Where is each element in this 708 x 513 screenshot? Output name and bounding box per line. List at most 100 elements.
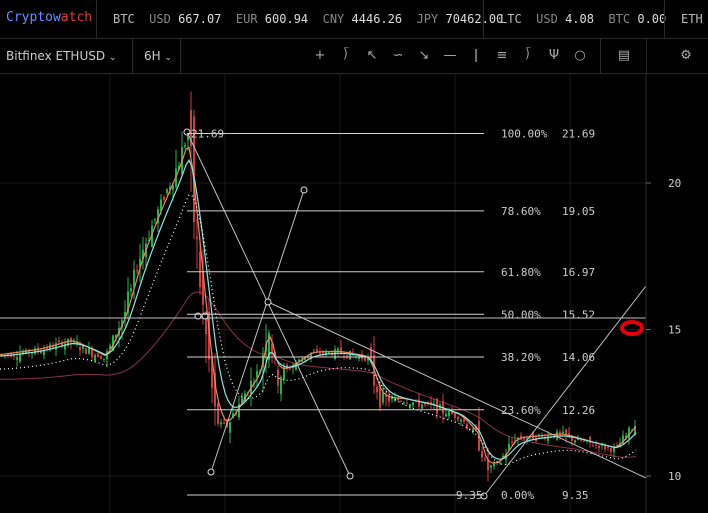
candle-body — [607, 447, 609, 449]
circle-tool-icon[interactable]: ○ — [574, 48, 586, 63]
candle-body — [91, 347, 93, 358]
candle-body — [370, 347, 372, 361]
candle-body — [25, 349, 27, 354]
candle-body — [82, 345, 84, 349]
chart-toolbar: Bitfinex ETHUSD ⌄ 6H ⌄ + ⟌ ↖ ∽ ↘ — ǀ ≡ ⟌… — [0, 39, 708, 74]
candle-body — [397, 398, 399, 401]
fan-tool-icon[interactable]: ⟌ — [525, 48, 531, 63]
candle-body — [472, 428, 474, 432]
candle-body — [190, 109, 192, 147]
ticker-currency: JPY — [416, 12, 439, 26]
candle-body — [421, 404, 423, 409]
fib-level-price: 19.05 — [562, 205, 595, 218]
candle-body — [289, 368, 291, 370]
drawing-handle[interactable] — [480, 492, 488, 500]
candle-body — [52, 346, 54, 348]
toolbar-divider — [132, 39, 133, 73]
market-pair-selector[interactable]: Bitfinex ETHUSD ⌄ — [6, 49, 116, 63]
trend-line[interactable] — [267, 301, 647, 479]
candle-body — [103, 358, 105, 360]
drawing-handle[interactable] — [300, 186, 308, 194]
candle-body — [277, 369, 279, 386]
vertical-line-tool-icon[interactable]: ǀ — [474, 48, 478, 63]
drawing-handle[interactable] — [183, 128, 191, 136]
trend-line[interactable] — [483, 285, 647, 497]
drawing-layer[interactable] — [0, 128, 647, 500]
arrow-tool-icon[interactable]: ↘ — [418, 48, 430, 63]
pitchfork-tool-icon[interactable]: Ψ — [548, 48, 560, 63]
candle-body — [391, 398, 393, 400]
horizontal-line-tool-icon[interactable]: — — [443, 48, 457, 63]
ticker-value: 4.08 — [565, 12, 594, 26]
ticker-value: 600.94 — [264, 12, 309, 26]
fibonacci-retracement[interactable]: 100.00% 21.69 78.60% 19.05 61.80% 16.97 50.00%… — [187, 127, 595, 502]
candle-body — [325, 351, 327, 356]
price-axis: 20 15 10 — [645, 74, 681, 513]
candle-body — [610, 448, 612, 452]
candle-body — [202, 272, 204, 305]
candle-body — [508, 444, 510, 451]
channel-tool-icon[interactable]: ≡ — [496, 48, 508, 63]
candle-body — [562, 431, 564, 434]
candle-body — [340, 347, 342, 355]
line-tool-icon[interactable]: ⟌ — [343, 48, 349, 63]
candle-body — [571, 435, 573, 441]
fib-level-price: 9.35 — [562, 489, 589, 502]
ema-mid-line — [0, 159, 637, 460]
timeframe-selector[interactable]: 6H ⌄ — [144, 49, 172, 63]
candle-body — [124, 311, 126, 318]
candle-body — [628, 427, 630, 439]
drawing-handle[interactable] — [207, 468, 215, 476]
candle-body — [541, 435, 543, 437]
candle-body — [220, 422, 222, 425]
cryptowatch-logo[interactable]: Cryptowatch — [6, 10, 93, 25]
candle-body — [403, 402, 405, 404]
candle-body — [559, 431, 561, 433]
ticker-divider — [483, 0, 484, 38]
gear-icon[interactable]: ⚙ — [680, 48, 692, 63]
candle-body — [166, 189, 168, 193]
curve-tool-icon[interactable]: ∽ — [392, 48, 404, 63]
ticker-divider — [96, 0, 97, 38]
candle-body — [199, 251, 201, 288]
crosshair-tool-icon[interactable]: + — [314, 48, 326, 63]
candle-body — [70, 337, 72, 343]
ticker-eth[interactable]: ETH — [681, 12, 703, 26]
candle-body — [556, 431, 558, 440]
candle-body — [304, 358, 306, 360]
fib-level-price: 16.97 — [562, 266, 595, 279]
candle-body — [547, 435, 549, 441]
fib-level-percent: 38.20% — [501, 351, 541, 364]
candle-body — [19, 353, 21, 362]
candle-body — [499, 462, 501, 464]
red-circle-marker[interactable] — [620, 320, 644, 336]
indicators-icon[interactable]: ▤ — [617, 48, 631, 63]
candle-body — [88, 347, 90, 354]
candle-body — [121, 320, 123, 328]
candle-body — [520, 435, 522, 439]
candle-body — [43, 349, 45, 356]
ticker-ltc[interactable]: LTC USD 4.08 BTC 0.00 — [500, 12, 666, 26]
fib-level-percent: 61.80% — [501, 266, 541, 279]
candle-body — [604, 444, 606, 450]
ticker-btc[interactable]: BTC USD 667.07 EUR 600.94 CNY 4446.26 JP… — [113, 12, 503, 26]
sma-line — [0, 291, 637, 458]
candle-body — [412, 402, 414, 406]
candle-body — [460, 419, 462, 422]
ticker-currency: USD — [149, 12, 171, 26]
candle-body — [601, 444, 603, 446]
drawing-handle[interactable] — [264, 298, 272, 306]
ema-lines — [0, 146, 637, 466]
trend-line[interactable] — [210, 189, 305, 473]
candle-body — [376, 386, 378, 393]
candle-body — [58, 340, 60, 343]
price-marker[interactable] — [620, 320, 644, 336]
candle-body — [172, 185, 174, 190]
candle-body — [97, 353, 99, 357]
ray-tool-icon[interactable]: ↖ — [366, 48, 378, 63]
ticker-divider — [664, 0, 665, 38]
candle-body — [511, 441, 513, 443]
drawing-handle[interactable] — [346, 472, 354, 480]
candle-body — [100, 356, 102, 359]
